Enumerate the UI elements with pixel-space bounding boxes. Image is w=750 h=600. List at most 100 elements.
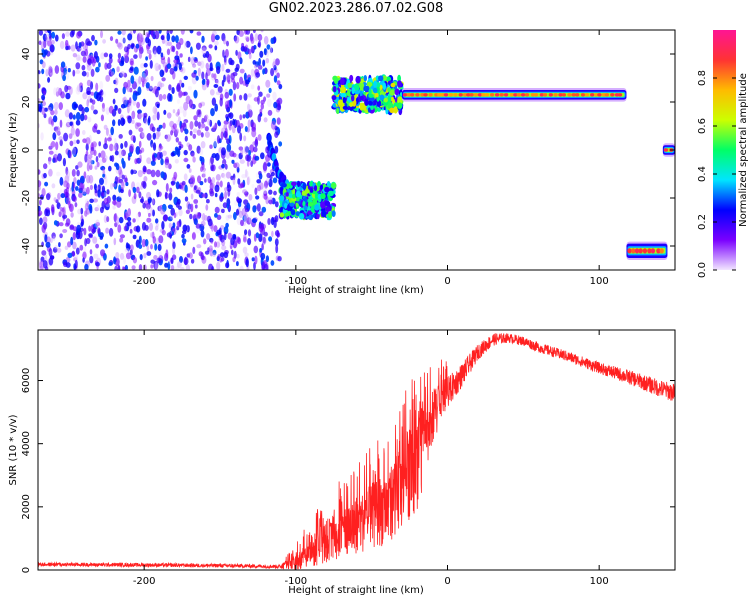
heat-cell: [223, 74, 226, 83]
heat-cell: [214, 34, 220, 41]
heat-cell: [78, 192, 83, 198]
heat-cell: [53, 101, 59, 110]
heat-cell: [499, 93, 504, 97]
heat-cell: [170, 152, 175, 157]
heat-cell: [89, 98, 93, 103]
heat-cell: [118, 149, 123, 159]
heat-cell: [48, 156, 51, 165]
heat-cell: [367, 100, 373, 106]
heat-cell: [197, 121, 201, 129]
heat-cell: [41, 250, 47, 256]
heat-cell: [193, 218, 198, 226]
heat-cell: [173, 171, 178, 180]
heat-cell: [181, 233, 185, 239]
heat-cell: [132, 187, 137, 194]
heat-cell: [258, 57, 261, 66]
heat-cell: [125, 252, 132, 260]
heat-cell: [80, 221, 84, 227]
heat-cell: [373, 80, 377, 89]
heat-cell: [367, 107, 372, 113]
heat-cell: [161, 77, 166, 82]
heat-cell: [233, 211, 237, 221]
heat-cell: [271, 153, 277, 161]
heat-cell: [62, 214, 68, 219]
heat-cell: [520, 93, 526, 97]
heat-cell: [55, 34, 59, 42]
heat-cell: [230, 72, 235, 80]
heat-cell: [96, 161, 100, 168]
heat-cell: [382, 82, 386, 90]
heat-cell: [90, 91, 94, 96]
heat-cell: [272, 91, 277, 101]
heat-cell: [38, 40, 42, 46]
spectrogram-heatmap: [38, 30, 675, 270]
heat-cell: [183, 257, 189, 266]
heat-cell: [143, 176, 148, 182]
heat-cell: [209, 62, 213, 71]
heat-cell: [80, 113, 85, 122]
heat-cell: [82, 257, 85, 263]
heat-cell: [263, 117, 268, 123]
y-tick-label: 2000: [21, 494, 32, 519]
heat-cell: [108, 105, 114, 114]
heat-cell: [234, 162, 240, 169]
heat-cell: [131, 43, 135, 48]
heat-cell: [159, 145, 164, 150]
y-tick-label: 4000: [21, 431, 32, 456]
heat-cell: [219, 180, 223, 188]
heat-cell: [224, 187, 228, 192]
heat-cell: [114, 222, 118, 228]
heat-cell: [47, 40, 52, 47]
heat-cell: [244, 252, 249, 258]
heat-cell: [141, 129, 145, 138]
heat-cell: [204, 131, 210, 138]
heat-cell: [154, 243, 158, 251]
heat-cell: [105, 74, 111, 82]
heat-cell: [114, 150, 119, 156]
heat-cell: [197, 175, 202, 184]
heat-cell: [397, 74, 401, 82]
heat-cell: [254, 155, 260, 161]
heat-cell: [211, 164, 216, 172]
heat-cell: [61, 209, 66, 216]
heat-cell: [43, 163, 48, 170]
y-tick-label: -20: [21, 190, 32, 206]
heat-cell: [239, 57, 243, 65]
heat-cell: [75, 69, 81, 74]
heat-cell: [51, 31, 56, 39]
heat-cell: [198, 251, 203, 257]
heat-cell: [135, 43, 140, 49]
heat-cell: [71, 30, 75, 36]
heat-cell: [117, 119, 121, 126]
heat-cell: [223, 57, 227, 66]
heat-cell: [120, 103, 126, 109]
heat-cell: [39, 217, 43, 225]
snr-plot: [38, 333, 675, 570]
heat-cell: [389, 89, 396, 96]
heat-cell: [235, 153, 239, 160]
heat-cell: [85, 38, 91, 46]
heat-cell: [196, 129, 202, 136]
heat-cell: [296, 197, 300, 202]
heat-cell: [558, 93, 563, 97]
heat-cell: [67, 68, 71, 73]
heat-cell: [154, 62, 160, 72]
heat-cell: [65, 262, 71, 268]
heat-cell: [242, 46, 248, 53]
heat-cell: [38, 185, 41, 191]
heat-cell: [75, 247, 80, 255]
heat-cell: [225, 262, 230, 269]
heat-cell: [100, 114, 104, 122]
heat-cell: [78, 104, 83, 112]
heat-cell: [213, 141, 217, 149]
heat-cell: [152, 236, 156, 244]
heat-cell: [190, 258, 195, 264]
heat-cell: [402, 93, 408, 97]
heat-cell: [146, 251, 152, 256]
heat-cell: [222, 173, 226, 179]
heat-cell: [301, 190, 307, 196]
heat-cell: [258, 91, 263, 97]
heat-cell: [210, 183, 216, 188]
heat-cell: [150, 139, 154, 148]
